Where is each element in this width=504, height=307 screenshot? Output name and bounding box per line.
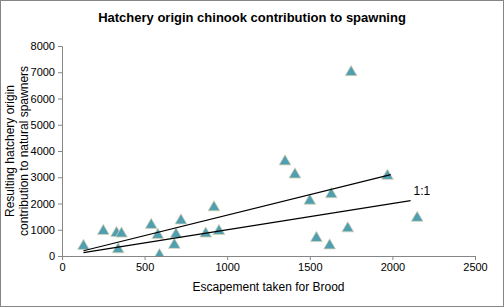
x-axis-title: Escapement taken for Brood — [192, 280, 344, 294]
y-axis-line — [58, 47, 63, 257]
y-tick-mark — [58, 230, 62, 231]
point — [97, 224, 109, 234]
point — [311, 231, 323, 241]
x-tick-label: 0 — [59, 261, 65, 273]
y-axis: 0 1000 2000 3000 4000 5000 6000 7000 8000 — [31, 40, 63, 262]
x-tick: 1500 — [298, 256, 322, 273]
y-tick: 0 — [49, 250, 62, 262]
y-tick-mark — [58, 125, 62, 126]
x-tick-mark — [227, 256, 228, 260]
y-tick-label: 6000 — [31, 93, 55, 105]
point — [145, 218, 157, 228]
plot-marks — [78, 65, 423, 256]
y-tick-label: 2000 — [31, 198, 55, 210]
y-tick-mark — [58, 256, 62, 257]
x-tick-label: 500 — [136, 261, 154, 273]
line — [83, 175, 390, 251]
point — [168, 238, 180, 248]
title: Hatchery origin chinook contribution to … — [98, 10, 406, 25]
chart: Hatchery origin chinook contribution to … — [0, 0, 504, 307]
y-tick: 7000 — [31, 66, 62, 78]
x-tick-mark — [475, 256, 476, 260]
y-tick-label: 5000 — [31, 119, 55, 131]
y-tick-label: 1000 — [31, 224, 55, 236]
y-tick-label: 7000 — [31, 66, 55, 78]
x-tick: 1000 — [215, 256, 239, 273]
point — [324, 239, 336, 249]
x-tick-label: 2000 — [381, 261, 405, 273]
point — [279, 155, 291, 165]
point — [213, 224, 225, 234]
y-tick: 1000 — [31, 224, 62, 236]
x-axis: 0 500 1000 1500 2000 2500 — [59, 256, 487, 273]
y-tick: 8000 — [31, 40, 62, 52]
point — [175, 214, 187, 224]
x-axis-line — [63, 257, 476, 261]
x-tick: 0 — [59, 256, 65, 273]
x-tick-label: 2500 — [463, 261, 487, 273]
y-axis-title-line: contribution to natural spawners — [17, 66, 31, 236]
y-axis-title-line: Resulting hatchery origin — [3, 85, 17, 217]
y-tick: 3000 — [31, 171, 62, 183]
y-tick-mark — [58, 72, 62, 73]
y-tick: 5000 — [31, 119, 62, 131]
x-tick-mark — [392, 256, 393, 260]
x-tick-mark — [145, 256, 146, 260]
chart-border — [1, 1, 504, 307]
y-tick-mark — [58, 204, 62, 205]
y-tick-mark — [58, 46, 62, 47]
y-tick-mark — [58, 99, 62, 100]
point — [345, 65, 357, 75]
x-tick: 2000 — [381, 256, 405, 273]
y-tick-label: 3000 — [31, 171, 55, 183]
y-tick: 2000 — [31, 198, 62, 210]
x-tick-mark — [310, 256, 311, 260]
y-tick: 4000 — [31, 145, 62, 157]
point — [342, 222, 354, 232]
point — [154, 248, 166, 256]
y-tick-mark — [58, 151, 62, 152]
x-tick-label: 1000 — [215, 261, 239, 273]
point — [411, 211, 423, 221]
y-tick-label: 0 — [49, 250, 55, 262]
y-tick: 6000 — [31, 93, 62, 105]
x-tick: 500 — [136, 256, 154, 273]
point — [289, 168, 301, 178]
line — [83, 201, 410, 253]
x-tick-label: 1500 — [298, 261, 322, 273]
y-axis-title: Resulting hatchery origincontribution to… — [3, 66, 31, 236]
line-label: 1:1 — [414, 184, 431, 198]
y-tick-label: 4000 — [31, 145, 55, 157]
point — [78, 239, 90, 249]
series-labels: 1:1 — [414, 184, 431, 198]
x-tick: 2500 — [463, 256, 487, 273]
point — [116, 227, 128, 237]
point — [382, 169, 394, 179]
y-tick-mark — [58, 177, 62, 178]
y-tick-label: 8000 — [31, 40, 55, 52]
point — [208, 201, 220, 211]
